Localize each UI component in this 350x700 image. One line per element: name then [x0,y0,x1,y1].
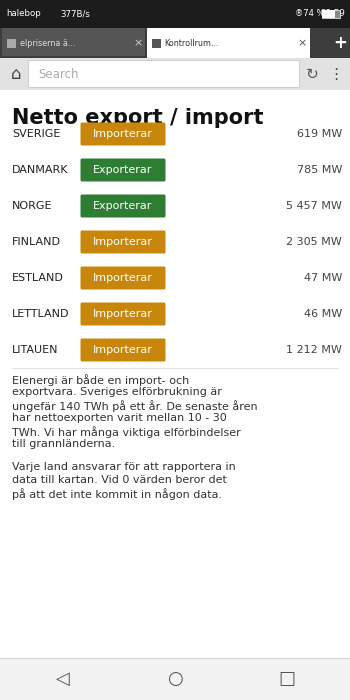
Text: Importerar: Importerar [93,237,153,247]
Text: LETTLAND: LETTLAND [12,309,70,319]
Text: SVERIGE: SVERIGE [12,129,60,139]
Text: Importerar: Importerar [93,309,153,319]
Text: 2 305 MW: 2 305 MW [286,237,342,247]
Text: Elenergi är både en import- och: Elenergi är både en import- och [12,374,189,386]
FancyBboxPatch shape [0,90,350,658]
Text: 619 MW: 619 MW [297,129,342,139]
Text: 08:59: 08:59 [320,10,345,18]
Text: FINLAND: FINLAND [12,237,61,247]
FancyBboxPatch shape [80,302,166,326]
Text: ×: × [133,38,143,48]
FancyBboxPatch shape [322,10,335,18]
Text: halebop: halebop [6,10,41,18]
Text: TWh. Vi har många viktiga elförbindelser: TWh. Vi har många viktiga elförbindelser [12,426,241,438]
FancyBboxPatch shape [80,195,166,218]
Text: NORGE: NORGE [12,201,52,211]
FancyBboxPatch shape [80,267,166,290]
Text: 1 212 MW: 1 212 MW [286,345,342,355]
Text: ×: × [297,38,307,48]
Text: Importerar: Importerar [93,273,153,283]
FancyBboxPatch shape [152,39,161,48]
FancyBboxPatch shape [80,230,166,253]
Text: Kontrollrum...: Kontrollrum... [164,38,218,48]
FancyBboxPatch shape [28,60,300,88]
Text: Exporterar: Exporterar [93,165,153,175]
Text: 377B/s: 377B/s [60,10,90,18]
Text: Exporterar: Exporterar [93,201,153,211]
Text: 785 MW: 785 MW [297,165,342,175]
FancyBboxPatch shape [0,58,350,90]
Text: ○: ○ [167,670,183,688]
Text: ®74 %: ®74 % [295,10,324,18]
FancyBboxPatch shape [0,0,350,28]
Text: 46 MW: 46 MW [304,309,342,319]
Text: data till kartan. Vid 0 värden beror det: data till kartan. Vid 0 värden beror det [12,475,227,485]
Text: ⋮: ⋮ [328,66,344,81]
Text: på att det inte kommit in någon data.: på att det inte kommit in någon data. [12,488,222,500]
FancyBboxPatch shape [2,28,145,56]
Text: LITAUEN: LITAUEN [12,345,58,355]
Text: Varje land ansvarar för att rapportera in: Varje land ansvarar för att rapportera i… [12,462,236,472]
Text: ungefär 140 TWh på ett år. De senaste åren: ungefär 140 TWh på ett år. De senaste år… [12,400,258,412]
Text: har nettoexporten varit mellan 10 - 30: har nettoexporten varit mellan 10 - 30 [12,413,227,423]
FancyBboxPatch shape [80,158,166,181]
Text: exportvara. Sveriges elförbrukning är: exportvara. Sveriges elförbrukning är [12,387,222,397]
Text: □: □ [279,670,295,688]
FancyBboxPatch shape [0,658,350,700]
Text: ↻: ↻ [306,66,318,81]
Text: Netto export / import: Netto export / import [12,108,264,128]
FancyBboxPatch shape [0,28,350,58]
FancyBboxPatch shape [322,10,340,18]
FancyBboxPatch shape [7,39,16,48]
Text: +: + [333,34,347,52]
Text: Importerar: Importerar [93,129,153,139]
Text: Search: Search [38,67,78,80]
FancyBboxPatch shape [80,339,166,361]
Text: DANMARK: DANMARK [12,165,69,175]
Text: ESTLAND: ESTLAND [12,273,64,283]
Text: ◁: ◁ [56,670,70,688]
Text: 5 457 MW: 5 457 MW [286,201,342,211]
FancyBboxPatch shape [147,28,310,58]
Text: elpriserna ä...: elpriserna ä... [20,38,75,48]
Text: 47 MW: 47 MW [304,273,342,283]
Text: till grannländerna.: till grannländerna. [12,439,115,449]
FancyBboxPatch shape [80,122,166,146]
Text: ⌂: ⌂ [11,65,21,83]
Text: Importerar: Importerar [93,345,153,355]
